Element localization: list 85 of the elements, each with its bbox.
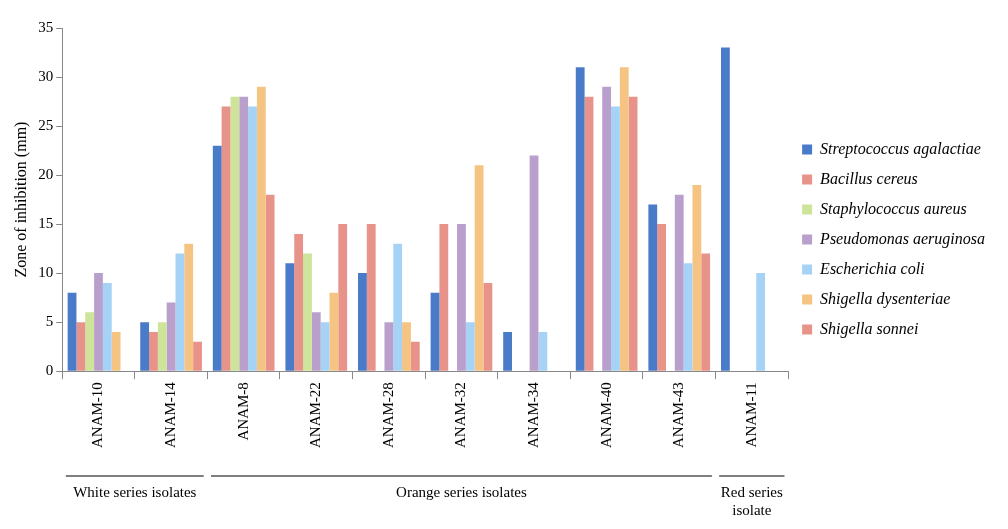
bar: [102, 282, 112, 371]
bar: [140, 322, 150, 371]
bar: [157, 322, 167, 371]
bar: [329, 292, 339, 371]
text: Red series isolate: [720, 484, 784, 519]
bar: [538, 331, 548, 371]
bar: [683, 263, 693, 371]
y-tick-label: 20: [38, 166, 54, 183]
bar: [465, 322, 475, 371]
bar: [692, 184, 702, 371]
y-tick-label: 15: [38, 215, 54, 232]
x-tick-label: ANAM-8: [234, 382, 251, 441]
legend-label: Staphylococcus aureus: [820, 199, 967, 218]
bar: [303, 253, 312, 371]
bar: [611, 106, 620, 371]
text: White series isolates: [73, 484, 197, 501]
bar: [410, 341, 420, 371]
legend-label: Pseudomonas aeruginosa: [819, 229, 986, 248]
bar: [584, 96, 594, 371]
bar: [111, 331, 121, 371]
x-tick-label: ANAM-11: [742, 382, 759, 448]
bar: [67, 292, 77, 371]
x-tick-label: ANAM-28: [379, 382, 396, 449]
bar: [648, 204, 658, 371]
legend-label: Streptococcus agalactiae: [820, 139, 981, 158]
bar: [503, 331, 513, 371]
bar: [393, 243, 403, 371]
bar: [184, 243, 194, 371]
y-tick-label: 10: [38, 264, 54, 281]
bar: [430, 292, 440, 371]
legend-label: Shigella sonnei: [820, 319, 919, 338]
bar: [628, 96, 638, 371]
x-tick-label: ANAM-14: [162, 381, 179, 449]
bar: [338, 224, 348, 371]
bar: [94, 273, 103, 371]
x-tick-label: ANAM-40: [597, 382, 614, 449]
x-tick-label: ANAM-43: [670, 382, 687, 449]
legend-label: Bacillus cereus: [820, 169, 918, 187]
bar: [166, 302, 176, 371]
bar: [230, 96, 240, 371]
y-tick-label: 5: [45, 313, 54, 330]
y-axis-title: Zone of inhibition (mm): [11, 121, 30, 278]
bar: [384, 322, 394, 371]
bar: [529, 155, 539, 371]
bar: [175, 253, 185, 371]
bar: [256, 86, 266, 371]
bar: [657, 224, 667, 371]
bar: [85, 312, 95, 371]
y-tick-label: 0: [45, 362, 54, 379]
bar: [756, 273, 766, 371]
bar: [474, 165, 484, 371]
bar: [311, 312, 321, 371]
bar: [294, 233, 304, 371]
bar: [701, 253, 711, 371]
bar: [320, 322, 330, 371]
bar: [402, 322, 411, 371]
x-tick-label: ANAM-22: [307, 382, 324, 449]
bar: [439, 224, 449, 371]
bar: [358, 273, 367, 371]
x-tick-label: ANAM-34: [524, 381, 541, 449]
bar: [76, 322, 86, 371]
text: Orange series isolates: [396, 484, 528, 501]
bar: [221, 106, 231, 371]
bar: [720, 47, 730, 371]
bar: [149, 331, 158, 371]
bar: [674, 194, 684, 371]
bar: [239, 96, 249, 371]
legend-label: Escherichia coli: [819, 259, 925, 277]
bar: [366, 224, 376, 371]
bar: [602, 86, 612, 371]
bar: [457, 224, 466, 371]
bar: [483, 282, 493, 371]
x-tick-label: ANAM-32: [452, 382, 469, 449]
y-tick-label: 30: [38, 67, 54, 84]
bar: [212, 145, 222, 371]
y-tick-label: 25: [38, 116, 54, 133]
bar: [575, 67, 585, 371]
bar: [265, 194, 275, 371]
bar: [619, 67, 629, 371]
bar: [193, 341, 202, 371]
bar: [285, 263, 295, 371]
y-tick-label: 35: [38, 18, 54, 35]
bar: [248, 106, 257, 371]
x-tick-label: ANAM-10: [89, 382, 106, 449]
legend-label: Shigella dysenteriae: [820, 289, 951, 308]
